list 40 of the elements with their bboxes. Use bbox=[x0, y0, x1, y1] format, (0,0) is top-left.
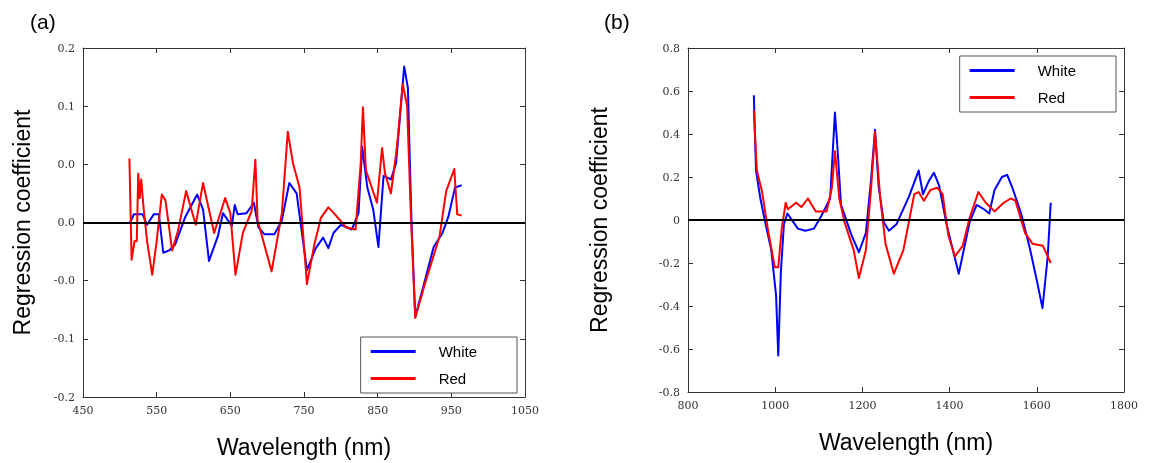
x-tick-label: 850 bbox=[367, 404, 389, 417]
x-tick-label: 1000 bbox=[761, 399, 790, 412]
y-axis-title: Regression coefficient bbox=[8, 108, 35, 336]
y-tick-label: -0.6 bbox=[658, 342, 680, 356]
y-axis-title: Regression coefficient bbox=[585, 106, 612, 333]
legend-label: Red bbox=[1037, 89, 1066, 106]
line-series bbox=[752, 109, 1052, 280]
y-tick-label: -0.0 bbox=[53, 274, 75, 288]
y-tick-label: -0.2 bbox=[658, 256, 680, 270]
legend-label: White bbox=[1037, 62, 1076, 79]
chart-title: (a) bbox=[30, 10, 56, 33]
legend-label: Red bbox=[438, 370, 467, 387]
x-tick-label: 1400 bbox=[935, 399, 964, 412]
x-tick-label: 450 bbox=[72, 404, 94, 417]
y-tick-label: 0.2 bbox=[662, 170, 680, 184]
x-tick-label: 1200 bbox=[848, 399, 877, 412]
x-tick-label: 750 bbox=[293, 404, 315, 417]
x-tick-label: 650 bbox=[219, 404, 241, 417]
chart-title: (b) bbox=[604, 10, 630, 33]
y-tick-label: 0 bbox=[673, 213, 680, 227]
y-tick-label: -0.8 bbox=[658, 385, 680, 399]
x-tick-label: 1600 bbox=[1022, 399, 1051, 412]
x-axis-title: Wavelength (nm) bbox=[216, 433, 392, 460]
y-tick-label: 0.8 bbox=[662, 41, 680, 55]
x-tick-label: 1050 bbox=[511, 404, 539, 417]
y-tick-label: 0.0 bbox=[57, 216, 75, 229]
x-tick-label: 550 bbox=[146, 404, 168, 417]
y-tick-label: 0.2 bbox=[57, 41, 75, 55]
x-axis-title: Wavelength (nm) bbox=[818, 428, 994, 455]
x-tick-label: 1800 bbox=[1110, 399, 1138, 412]
y-tick-label: -0.1 bbox=[53, 332, 75, 346]
y-tick-label: 0.0 bbox=[57, 157, 75, 171]
y-tick-label: 0.4 bbox=[662, 127, 680, 141]
legend-label: White bbox=[438, 343, 477, 360]
y-tick-label: 0.1 bbox=[57, 99, 75, 113]
x-tick-label: 950 bbox=[440, 404, 462, 417]
y-tick-label: -0.2 bbox=[53, 390, 75, 404]
y-tick-label: 0.6 bbox=[662, 84, 680, 98]
x-tick-label: 800 bbox=[677, 399, 699, 412]
y-tick-label: -0.4 bbox=[658, 299, 680, 313]
